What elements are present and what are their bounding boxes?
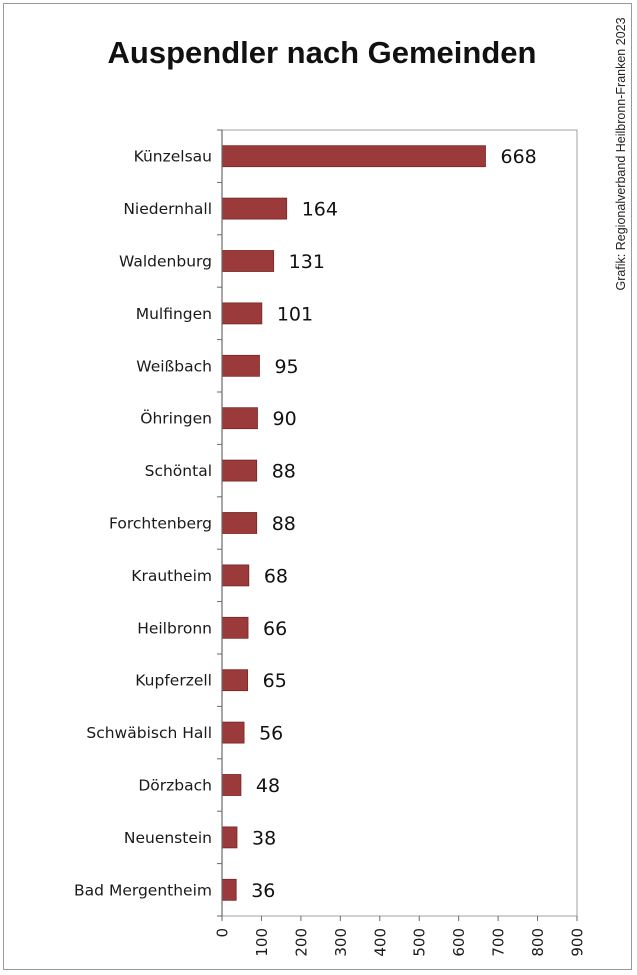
plot-area xyxy=(221,129,578,917)
bar xyxy=(221,197,288,220)
category-label: Öhringen xyxy=(140,409,212,428)
chart-title: Auspendler nach Gemeinden xyxy=(108,35,537,70)
value-label: 668 xyxy=(500,146,536,168)
category-label: Waldenburg xyxy=(119,253,212,271)
category-label: Schöntal xyxy=(145,462,212,480)
value-label: 56 xyxy=(259,723,283,745)
bar xyxy=(221,145,486,168)
value-label: 164 xyxy=(302,199,338,221)
value-label: 36 xyxy=(251,880,275,902)
bar xyxy=(221,669,249,692)
x-axis-ticks: 0 100 200 300 400 500 600 700 800 900 xyxy=(214,129,587,957)
x-tick-label: 200 xyxy=(292,928,310,957)
value-label: 95 xyxy=(274,356,298,378)
value-label: 65 xyxy=(263,670,287,692)
x-tick-label: 700 xyxy=(490,928,508,957)
category-label: Heilbronn xyxy=(137,619,212,637)
x-tick-label: 600 xyxy=(450,928,468,957)
category-label: Künzelsau xyxy=(134,148,212,166)
bar xyxy=(221,459,258,482)
bar xyxy=(221,564,250,587)
bar xyxy=(221,302,263,325)
source-credit: Grafik: Regionalverband Heilbronn-Franke… xyxy=(614,17,628,290)
bar xyxy=(221,354,260,377)
x-tick-label: 400 xyxy=(371,928,389,957)
category-label: Weißbach xyxy=(136,357,212,375)
x-tick-label: 800 xyxy=(529,928,547,957)
category-label: Neuenstein xyxy=(124,829,212,847)
value-label: 101 xyxy=(277,303,313,325)
x-tick-label: 100 xyxy=(253,928,271,957)
x-tick-label: 300 xyxy=(332,928,350,957)
x-tick-label: 0 xyxy=(214,928,232,938)
bar xyxy=(221,250,275,272)
x-tick-label: 900 xyxy=(569,928,587,957)
category-label: Schwäbisch Hall xyxy=(86,724,212,742)
bar xyxy=(221,721,245,744)
category-label: Forchtenberg xyxy=(109,515,212,533)
x-tick-label: 500 xyxy=(411,928,429,957)
bar xyxy=(221,774,242,796)
bars-group xyxy=(221,145,486,901)
category-label: Mulfingen xyxy=(136,305,212,323)
value-label: 90 xyxy=(273,408,297,430)
category-label: Dörzbach xyxy=(138,777,212,795)
value-label: 66 xyxy=(263,618,287,640)
category-label: Kupferzell xyxy=(135,672,212,690)
category-label: Krautheim xyxy=(131,567,212,585)
value-labels: 668 164 131 101 95 90 88 88 68 66 65 56 48 38 36 xyxy=(251,146,537,902)
value-label: 38 xyxy=(252,827,276,849)
value-label: 68 xyxy=(264,565,288,587)
category-label: Bad Mergentheim xyxy=(74,881,212,899)
bar xyxy=(221,512,258,534)
bar xyxy=(221,407,258,430)
category-label: Niedernhall xyxy=(123,200,212,218)
bar xyxy=(221,616,249,639)
bar xyxy=(221,826,238,849)
value-label: 88 xyxy=(272,461,296,483)
value-label: 88 xyxy=(272,513,296,535)
value-label: 48 xyxy=(256,775,280,797)
bar xyxy=(221,878,237,901)
category-labels: Künzelsau Niedernhall Waldenburg Mulfingen W… xyxy=(74,148,212,900)
value-label: 131 xyxy=(289,251,325,273)
